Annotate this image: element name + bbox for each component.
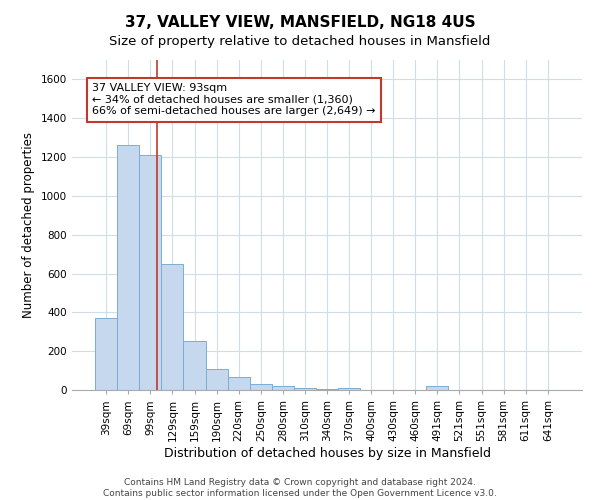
Bar: [206, 368, 227, 390]
Text: 37 VALLEY VIEW: 93sqm
← 34% of detached houses are smaller (1,360)
66% of semi-d: 37 VALLEY VIEW: 93sqm ← 34% of detached …: [92, 83, 376, 116]
Bar: [184, 340, 206, 390]
Text: Contains HM Land Registry data © Crown copyright and database right 2024.
Contai: Contains HM Land Registry data © Crown c…: [103, 478, 497, 498]
Bar: [316, 389, 338, 390]
Bar: [427, 386, 448, 390]
Text: 37, VALLEY VIEW, MANSFIELD, NG18 4US: 37, VALLEY VIEW, MANSFIELD, NG18 4US: [125, 15, 475, 30]
Text: Size of property relative to detached houses in Mansfield: Size of property relative to detached ho…: [109, 35, 491, 48]
Bar: [95, 318, 117, 390]
Bar: [227, 378, 250, 390]
Bar: [161, 264, 184, 390]
X-axis label: Distribution of detached houses by size in Mansfield: Distribution of detached houses by size …: [163, 446, 491, 460]
Y-axis label: Number of detached properties: Number of detached properties: [22, 132, 35, 318]
Bar: [294, 388, 316, 390]
Bar: [139, 155, 161, 390]
Bar: [272, 386, 294, 390]
Bar: [117, 146, 139, 390]
Bar: [338, 388, 360, 390]
Bar: [250, 384, 272, 390]
